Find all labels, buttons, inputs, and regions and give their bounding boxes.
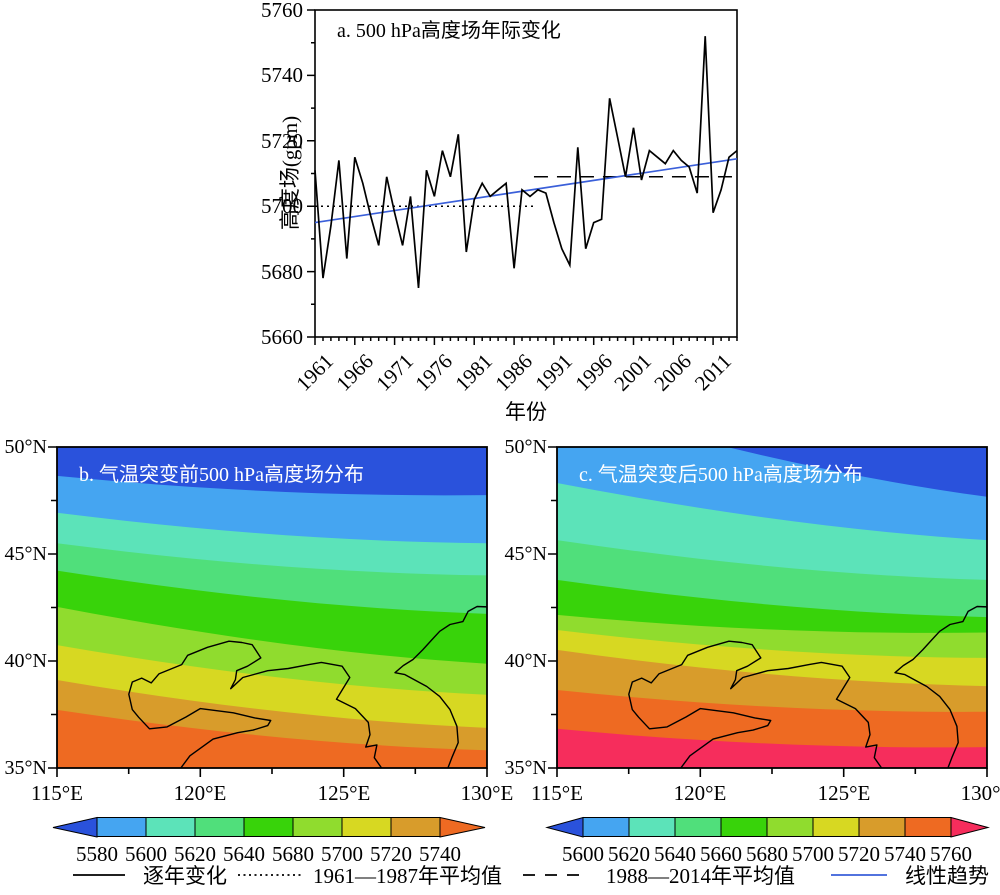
colorbar-cell bbox=[766, 817, 814, 837]
colorbar-cell bbox=[145, 817, 196, 837]
legend-label-mean-after: 1988—2014年平均值 bbox=[606, 864, 795, 888]
colorbar-tick-label: 5600 bbox=[562, 842, 604, 866]
panel-b-lon-label: 120°E bbox=[173, 781, 227, 805]
legend-dashed-line-swatch bbox=[523, 874, 585, 876]
panel-a-y-tick-label: 5760 bbox=[261, 0, 303, 22]
colorbar-tick-label: 5600 bbox=[125, 842, 167, 866]
coastline-korea-east bbox=[894, 605, 987, 768]
colorbar-left-arrow bbox=[545, 816, 584, 838]
colorbar-tick-label: 5720 bbox=[370, 842, 412, 866]
contour-band bbox=[57, 709, 487, 768]
colorbar-tick-label: 5740 bbox=[419, 842, 461, 866]
colorbar-tick-label: 5700 bbox=[792, 842, 834, 866]
map-band-layer bbox=[57, 447, 487, 768]
panel-b-lon-label: 125°E bbox=[317, 781, 371, 805]
colorbar-tick-label: 5640 bbox=[654, 842, 696, 866]
colorbar-cell bbox=[812, 817, 860, 837]
colorbar-tick-label: 5660 bbox=[700, 842, 742, 866]
legend-trend-line-swatch bbox=[831, 874, 887, 876]
colorbar-cell bbox=[390, 817, 441, 837]
colorbar-tick-label: 5580 bbox=[76, 842, 118, 866]
panel-c-lat-label: 40°N bbox=[504, 650, 547, 672]
map-ticks bbox=[548, 446, 988, 777]
panel-b-lat-label: 45°N bbox=[4, 543, 47, 565]
colorbar-tick-label: 5680 bbox=[746, 842, 788, 866]
linear-trend-line bbox=[314, 157, 738, 224]
legend-label-yearly: 逐年变化 bbox=[143, 864, 227, 888]
map-ticks bbox=[48, 446, 488, 777]
panel-a-frame bbox=[314, 9, 738, 338]
colorbar-cell bbox=[674, 817, 722, 837]
contour-band bbox=[557, 728, 987, 768]
panel-b-lon-label: 130°E bbox=[460, 781, 514, 805]
legend-solid-line-swatch bbox=[73, 874, 125, 876]
panel-a-line-chart bbox=[307, 9, 738, 345]
legend-label-mean-before: 1961—1987年平均值 bbox=[313, 864, 502, 888]
colorbar-cell bbox=[720, 817, 768, 837]
panel-a-title: a. 500 hPa高度场年际变化 bbox=[337, 20, 561, 42]
colorbar-left-arrow bbox=[52, 816, 98, 838]
panel-a-y-tick-label: 5680 bbox=[261, 260, 303, 284]
yearly-series-line bbox=[314, 36, 738, 288]
colorbar-cell bbox=[96, 817, 147, 837]
panel-c-lon-label: 125°E bbox=[817, 781, 871, 805]
coastline-china-korea-west bbox=[628, 640, 883, 768]
legend-dotted-line-swatch bbox=[238, 874, 304, 876]
panel-c-lon-label: 130°E bbox=[960, 781, 1000, 805]
coastline-china-korea-west bbox=[128, 640, 383, 768]
panel-a-y-tick-label: 5720 bbox=[261, 129, 303, 153]
colorbar-tick-label: 5620 bbox=[174, 842, 216, 866]
colorbar-tick-label: 5760 bbox=[930, 842, 972, 866]
panel-a-y-tick-label: 5740 bbox=[261, 63, 303, 87]
map-band-layer bbox=[557, 447, 987, 768]
colorbar-cell bbox=[292, 817, 343, 837]
panel-c-title: c. 气温突变后500 hPa高度场分布 bbox=[579, 464, 863, 486]
panel-c-lon-label: 115°E bbox=[531, 781, 583, 805]
colorbar-cell bbox=[628, 817, 676, 837]
colorbar-tick-label: 5740 bbox=[884, 842, 926, 866]
panel-c-contour-map bbox=[548, 446, 988, 777]
panel-c-lat-label: 45°N bbox=[504, 543, 547, 565]
panel-b-lat-label: 35°N bbox=[4, 757, 47, 779]
panel-b-colorbar bbox=[52, 816, 486, 838]
colorbar-tick-label: 5620 bbox=[608, 842, 650, 866]
colorbar-tick-label: 5720 bbox=[838, 842, 880, 866]
colorbar-cell bbox=[858, 817, 906, 837]
panel-b-lat-label: 40°N bbox=[4, 650, 47, 672]
panel-b-lon-label: 115°E bbox=[31, 781, 83, 805]
panel-c-colorbar bbox=[545, 816, 990, 838]
colorbar-cell bbox=[341, 817, 392, 837]
panel-a-x-axis-label: 年份 bbox=[505, 400, 547, 424]
panel-a-y-tick-label: 5660 bbox=[261, 325, 303, 349]
colorbar-tick-label: 5680 bbox=[272, 842, 314, 866]
panel-c-lon-label: 120°E bbox=[673, 781, 727, 805]
colorbar-cell bbox=[243, 817, 294, 837]
colorbar-cell bbox=[582, 817, 630, 837]
panel-a-y-tick-label: 5700 bbox=[261, 194, 303, 218]
colorbar-tick-label: 5700 bbox=[321, 842, 363, 866]
colorbar-right-arrow bbox=[439, 816, 486, 838]
colorbar-cell bbox=[904, 817, 952, 837]
panel-c-lat-label: 50°N bbox=[504, 436, 547, 458]
colorbar-tick-label: 5640 bbox=[223, 842, 265, 866]
colorbar-right-arrow bbox=[950, 816, 990, 838]
panel-b-title: b. 气温突变前500 hPa高度场分布 bbox=[79, 464, 364, 486]
panel-a-ticks bbox=[307, 9, 738, 345]
coastline-korea-east bbox=[394, 605, 487, 768]
panel-c-lat-label: 35°N bbox=[504, 757, 547, 779]
colorbar-cell bbox=[194, 817, 245, 837]
panel-b-contour-map bbox=[48, 446, 488, 777]
legend-label-trend: 线性趋势 bbox=[905, 864, 989, 888]
panel-b-lat-label: 50°N bbox=[4, 436, 47, 458]
